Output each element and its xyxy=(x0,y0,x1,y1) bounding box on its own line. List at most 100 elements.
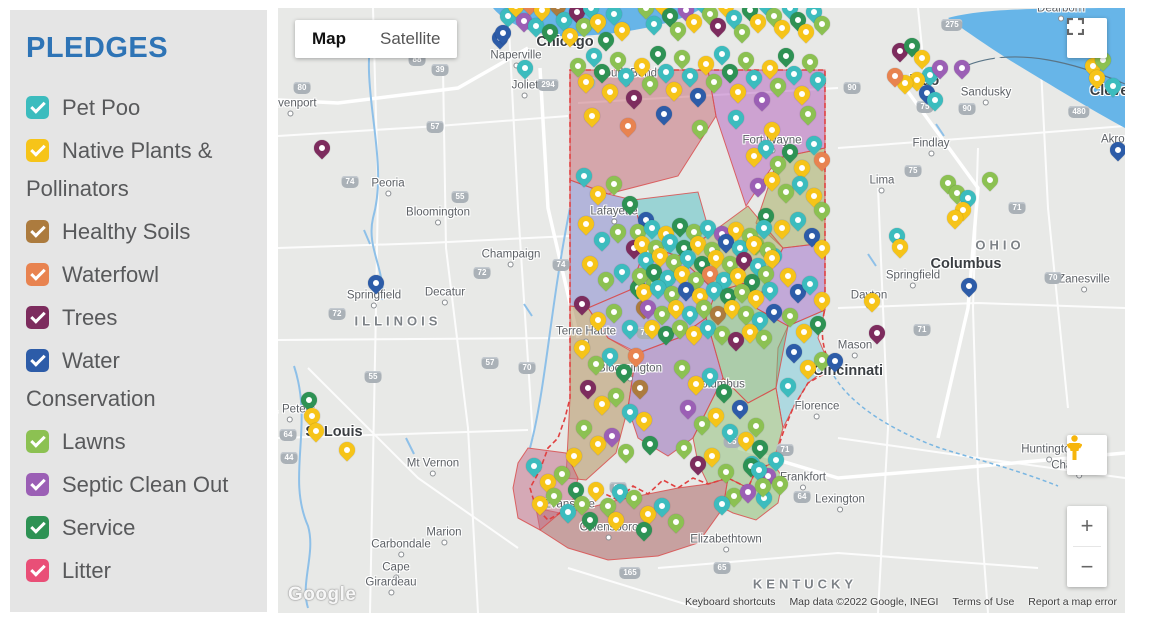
map-label: Findlay xyxy=(912,138,949,157)
map-marker-lg[interactable] xyxy=(798,50,822,74)
map-marker-pu[interactable] xyxy=(865,321,889,345)
map-attribution: Keyboard shortcuts Map data ©2022 Google,… xyxy=(671,596,1117,608)
interstate-shield: 57 xyxy=(481,357,499,369)
zoom-divider xyxy=(1073,546,1101,547)
pledge-item[interactable]: Native Plants & Pollinators xyxy=(26,132,253,208)
map-marker-yl[interactable] xyxy=(578,252,602,276)
pledge-item[interactable]: Litter xyxy=(26,552,253,590)
pledge-item[interactable]: Water Conservation xyxy=(26,342,253,418)
map-marker-tl[interactable] xyxy=(618,316,642,340)
interstate-shield: 57 xyxy=(426,121,444,133)
map-marker-dg[interactable] xyxy=(646,42,670,66)
map-marker-se[interactable] xyxy=(676,396,700,420)
map-marker-yl[interactable] xyxy=(726,80,750,104)
pledge-checkbox-dg[interactable] xyxy=(26,516,49,539)
map-marker-dg[interactable] xyxy=(774,44,798,68)
map-marker-yl[interactable] xyxy=(810,288,834,312)
map-marker-tl[interactable] xyxy=(513,56,537,80)
map-marker-bl[interactable] xyxy=(728,396,752,420)
map-marker-bl[interactable] xyxy=(686,84,710,108)
map-type-map-button[interactable]: Map xyxy=(312,29,346,48)
pledge-item[interactable]: Pet Poo xyxy=(26,89,253,127)
map-canvas[interactable]: ChicagoNapervilleJolietDavenportPeoriaBl… xyxy=(278,8,1125,613)
map-marker-yl[interactable] xyxy=(570,336,594,360)
map-marker-lg[interactable] xyxy=(978,168,1002,192)
map-marker-lg[interactable] xyxy=(672,436,696,460)
map-marker-lg[interactable] xyxy=(664,510,688,534)
map-marker-tl[interactable] xyxy=(724,106,748,130)
map-marker-dg[interactable] xyxy=(712,380,736,404)
pegman-icon xyxy=(1067,435,1082,460)
map-marker-dg[interactable] xyxy=(632,518,656,542)
map-marker-se[interactable] xyxy=(750,88,774,112)
pledge-checkbox-or[interactable] xyxy=(26,263,49,286)
map-marker-lg[interactable] xyxy=(688,116,712,140)
map-marker-pu[interactable] xyxy=(310,136,334,160)
keyboard-shortcuts-link[interactable]: Keyboard shortcuts xyxy=(684,596,776,608)
pledge-checkbox-pu[interactable] xyxy=(26,306,49,329)
map-marker-yl[interactable] xyxy=(562,444,586,468)
pledge-checkbox-br[interactable] xyxy=(26,220,49,243)
zoom-out-button[interactable]: − xyxy=(1080,554,1094,579)
terms-of-use-link[interactable]: Terms of Use xyxy=(952,596,1015,608)
map-marker-yl[interactable] xyxy=(335,438,359,462)
map-marker-lg[interactable] xyxy=(670,356,694,380)
map-marker-lg[interactable] xyxy=(714,460,738,484)
map-label: Girardeau xyxy=(365,577,416,596)
pledge-item[interactable]: Septic Clean Out xyxy=(26,466,253,504)
map-marker-lg[interactable] xyxy=(778,304,802,328)
interstate-shield: 74 xyxy=(341,176,359,188)
map-marker-bl[interactable] xyxy=(1106,138,1125,162)
zoom-in-button[interactable]: + xyxy=(1080,513,1094,538)
map-marker-lg[interactable] xyxy=(796,102,820,126)
pledge-checkbox-lg[interactable] xyxy=(26,430,49,453)
pledge-checkbox-pk[interactable] xyxy=(26,559,49,582)
map-marker-or[interactable] xyxy=(616,114,640,138)
pledge-checkbox-se[interactable] xyxy=(26,473,49,496)
interstate-shield: 71 xyxy=(913,324,931,336)
map-marker-lg[interactable] xyxy=(734,48,758,72)
map-marker-lg[interactable] xyxy=(614,440,638,464)
map-marker-dg[interactable] xyxy=(638,432,662,456)
map-marker-tl[interactable] xyxy=(572,164,596,188)
pegman-button[interactable] xyxy=(1067,435,1107,475)
fullscreen-button[interactable] xyxy=(1067,18,1107,58)
map-marker-pu[interactable] xyxy=(576,376,600,400)
pledge-item[interactable]: Healthy Soils xyxy=(26,213,253,251)
pledge-item[interactable]: Waterfowl xyxy=(26,256,253,294)
map-data-text: Map data ©2022 Google, INEGI xyxy=(789,596,939,608)
map-marker-bl[interactable] xyxy=(652,102,676,126)
map-marker-bl[interactable] xyxy=(364,271,388,295)
map-marker-tl[interactable] xyxy=(522,454,546,478)
map-marker-yl[interactable] xyxy=(790,82,814,106)
map-marker-br[interactable] xyxy=(628,376,652,400)
interstate-shield: 55 xyxy=(364,371,382,383)
map-marker-lg[interactable] xyxy=(572,416,596,440)
map-label: KENTUCKY xyxy=(752,576,858,592)
map-marker-or[interactable] xyxy=(624,344,648,368)
pledge-item[interactable]: Service xyxy=(26,509,253,547)
map-marker-yl[interactable] xyxy=(760,118,784,142)
map-marker-bl[interactable] xyxy=(957,274,981,298)
report-map-error-link[interactable]: Report a map error xyxy=(1028,596,1117,608)
map-label: Bloomington xyxy=(406,207,470,226)
pledge-checkbox-yl[interactable] xyxy=(26,139,49,162)
map-marker-yl[interactable] xyxy=(860,289,884,313)
map-marker-bl[interactable] xyxy=(782,340,806,364)
google-logo[interactable]: Google xyxy=(288,584,357,605)
map-marker-yl[interactable] xyxy=(580,104,604,128)
map-marker-se[interactable] xyxy=(950,56,974,80)
map-marker-pu[interactable] xyxy=(622,86,646,110)
map-type-satellite-button[interactable]: Satellite xyxy=(380,29,441,48)
map-marker-lg[interactable] xyxy=(670,46,694,70)
map-marker-yl[interactable] xyxy=(598,80,622,104)
pledge-item[interactable]: Lawns xyxy=(26,423,253,461)
pledges-sidebar: PLEDGES Pet Poo Native Plants & Pollinato… xyxy=(10,10,267,612)
pledge-item[interactable]: Trees xyxy=(26,299,253,337)
pledge-checkbox-bl[interactable] xyxy=(26,349,49,372)
map-marker-yl[interactable] xyxy=(574,212,598,236)
map-marker-tl[interactable] xyxy=(776,374,800,398)
pledge-checkbox-tl[interactable] xyxy=(26,96,49,119)
map-marker-dg[interactable] xyxy=(618,192,642,216)
map-marker-pu[interactable] xyxy=(570,292,594,316)
